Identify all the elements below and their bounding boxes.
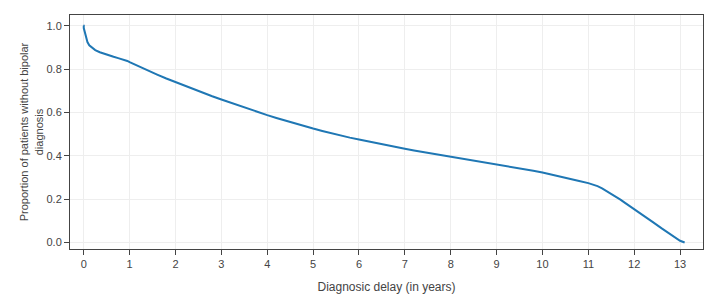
svg-text:5: 5 [310,258,316,270]
svg-text:3: 3 [218,258,224,270]
svg-text:1: 1 [127,258,133,270]
svg-text:Diagnosic delay (in years): Diagnosic delay (in years) [317,280,455,294]
svg-text:1.0: 1.0 [47,20,62,32]
svg-text:0.6: 0.6 [47,106,62,118]
svg-text:8: 8 [448,258,454,270]
svg-text:0.2: 0.2 [47,193,62,205]
svg-text:0: 0 [81,258,87,270]
svg-text:12: 12 [628,258,640,270]
svg-text:9: 9 [494,258,500,270]
svg-text:2: 2 [172,258,178,270]
svg-text:6: 6 [356,258,362,270]
svg-text:0.0: 0.0 [47,236,62,248]
svg-text:11: 11 [583,258,594,270]
svg-text:13: 13 [674,258,686,270]
svg-text:Proportion of patients without: Proportion of patients without bipolardi… [18,42,44,221]
svg-text:10: 10 [536,258,548,270]
svg-text:0.4: 0.4 [47,150,62,162]
svg-text:4: 4 [264,258,270,270]
svg-text:0.8: 0.8 [47,63,62,75]
svg-text:7: 7 [402,258,408,270]
